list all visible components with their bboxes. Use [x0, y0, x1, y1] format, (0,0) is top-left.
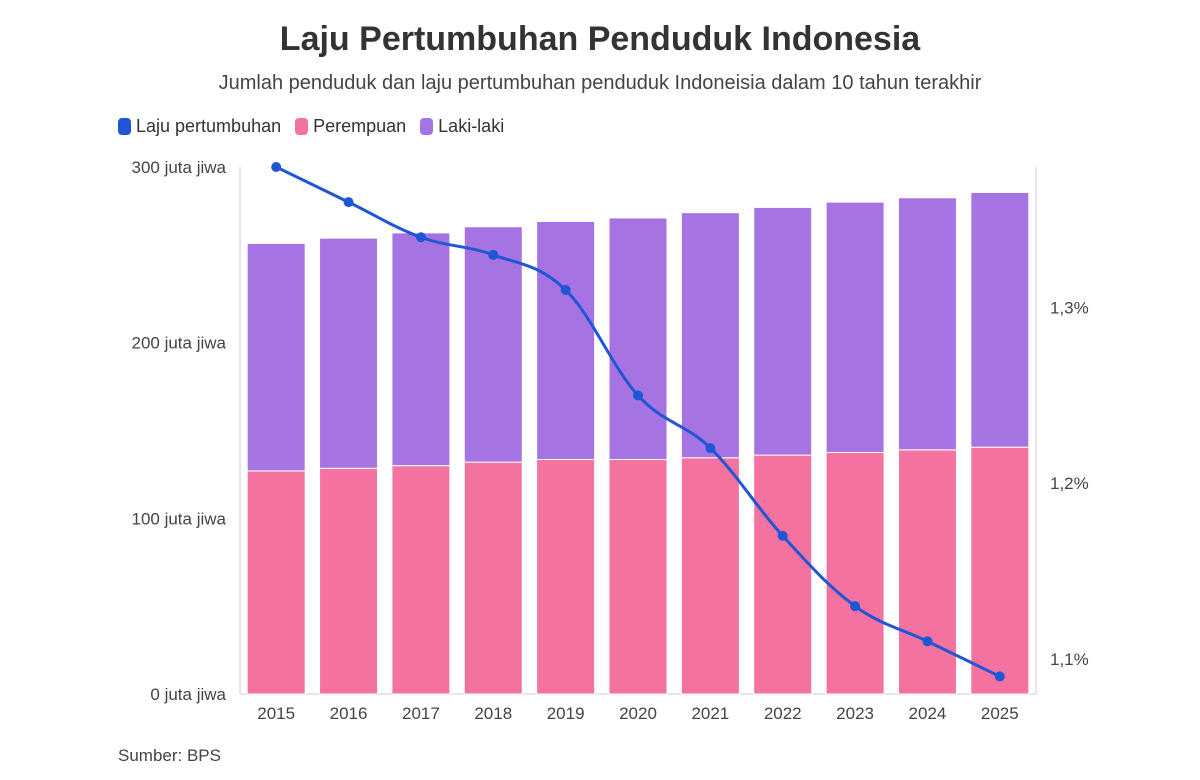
growth-line-layer: [271, 162, 1005, 682]
legend-swatch-perempuan: [295, 118, 309, 135]
legend-item-perempuan[interactable]: Perempuan: [295, 116, 406, 137]
y-right-tick-label: 1,2%: [1050, 474, 1089, 493]
y-left-tick-label: 300 juta jiwa: [131, 158, 226, 177]
y-left-tick-label: 0 juta jiwa: [150, 685, 226, 704]
bar-perempuan-2019[interactable]: [536, 458, 596, 695]
x-tick-label-2024: 2024: [909, 704, 947, 723]
bar-perempuan-2024[interactable]: [897, 449, 957, 695]
growth-rate-point-2018[interactable]: [488, 249, 499, 260]
bar-laki-laki-2017[interactable]: [391, 232, 451, 467]
bar-laki-laki-2021[interactable]: [680, 212, 740, 459]
bar-perempuan-2021[interactable]: [680, 457, 740, 695]
bar-perempuan-2016[interactable]: [319, 467, 379, 695]
y-right-tick-label: 1,1%: [1050, 650, 1089, 669]
y-left-tick-label: 200 juta jiwa: [131, 334, 226, 353]
legend-label-laju: Laju pertumbuhan: [136, 116, 282, 136]
bar-laki-laki-2015[interactable]: [246, 242, 306, 472]
legend-swatch-laki-laki: [420, 118, 434, 135]
legend-label-laki-laki: Laki-laki: [438, 116, 505, 136]
growth-rate-point-2023[interactable]: [850, 601, 861, 612]
x-tick-label-2023: 2023: [836, 704, 874, 723]
y-left-tick-label: 100 juta jiwa: [131, 509, 226, 528]
source-note: Sumber: BPS: [118, 746, 221, 765]
bar-perempuan-2015[interactable]: [246, 470, 306, 695]
bar-laki-laki-2023[interactable]: [825, 201, 885, 453]
tick-labels: 0 juta jiwa 100 juta jiwa 200 juta jiwa 300…: [131, 158, 1088, 723]
bar-perempuan-2018[interactable]: [463, 461, 523, 695]
bar-laki-laki-2016[interactable]: [319, 237, 379, 469]
growth-rate-point-2015[interactable]: [271, 162, 282, 172]
growth-rate-point-2022[interactable]: [777, 530, 788, 541]
bar-perempuan-2020[interactable]: [608, 458, 668, 695]
legend: Laju pertumbuhan Perempuan Laki-laki: [118, 116, 504, 137]
x-tick-label-2016: 2016: [330, 704, 368, 723]
legend-item-laki-laki[interactable]: Laki-laki: [420, 116, 504, 137]
bar-perempuan-2025[interactable]: [970, 446, 1030, 695]
bar-laki-laki-2020[interactable]: [608, 217, 668, 460]
bar-laki-laki-2022[interactable]: [753, 206, 813, 456]
bar-laki-laki-2025[interactable]: [970, 191, 1030, 448]
bar-laki-laki-2019[interactable]: [536, 220, 596, 460]
x-tick-label-2017: 2017: [402, 704, 440, 723]
x-tick-label-2018: 2018: [474, 704, 512, 723]
bars: [246, 191, 1030, 695]
chart-subtitle: Jumlah penduduk dan laju pertumbuhan pen…: [218, 72, 982, 94]
x-tick-label-2025: 2025: [981, 704, 1019, 723]
x-tick-label-2019: 2019: [547, 704, 585, 723]
bar-perempuan-2022[interactable]: [753, 454, 813, 695]
bar-perempuan-2023[interactable]: [825, 451, 885, 695]
x-tick-label-2015: 2015: [257, 704, 295, 723]
growth-rate-point-2017[interactable]: [415, 232, 426, 243]
x-tick-label-2021: 2021: [691, 704, 729, 723]
y-right-tick-label: 1,3%: [1050, 299, 1089, 318]
bar-perempuan-2017[interactable]: [391, 465, 451, 695]
x-tick-label-2022: 2022: [764, 704, 802, 723]
legend-label-perempuan: Perempuan: [313, 116, 407, 136]
x-tick-label-2020: 2020: [619, 704, 657, 723]
growth-rate-point-2020[interactable]: [633, 390, 643, 401]
growth-rate-point-2025[interactable]: [994, 671, 1005, 682]
chart-title: Laju Pertumbuhan Penduduk Indonesia: [279, 20, 921, 58]
bar-laki-laki-2018[interactable]: [463, 226, 523, 463]
bar-laki-laki-2024[interactable]: [897, 197, 957, 451]
legend-swatch-laju: [118, 118, 131, 135]
legend-item-laju[interactable]: Laju pertumbuhan: [118, 116, 281, 137]
growth-rate-point-2016[interactable]: [343, 197, 354, 208]
growth-rate-point-2024[interactable]: [922, 636, 933, 647]
growth-rate-point-2021[interactable]: [705, 443, 716, 454]
growth-rate-point-2019[interactable]: [560, 284, 571, 295]
